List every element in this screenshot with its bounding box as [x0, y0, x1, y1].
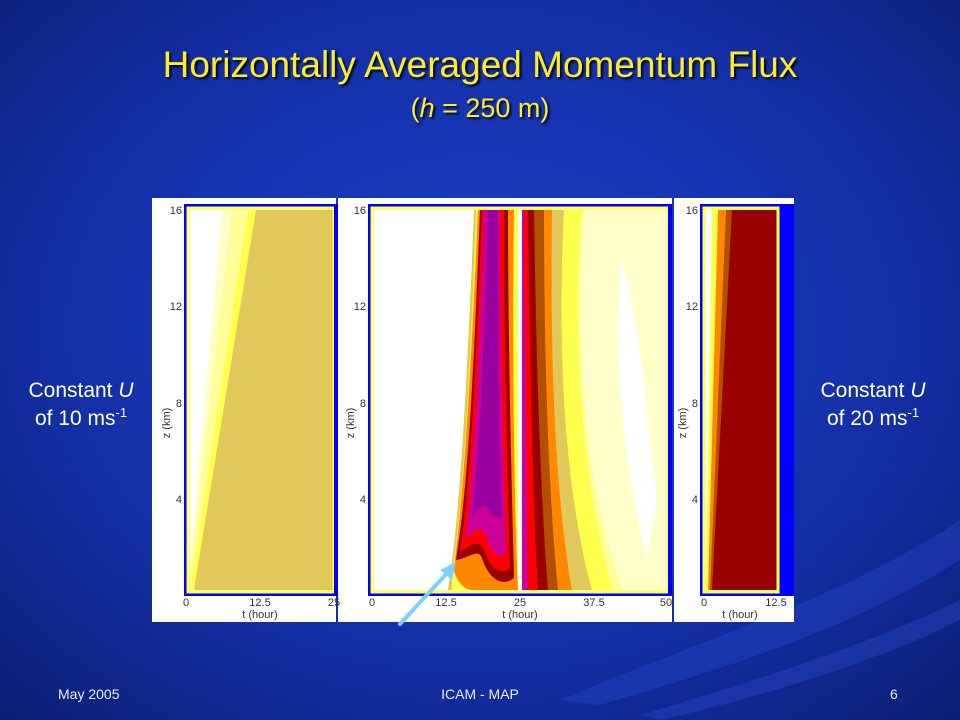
y-tick-label: 4: [360, 494, 366, 506]
x-tick-label: 0: [369, 597, 375, 609]
x-tick-label: 0: [701, 597, 707, 609]
y-axis-middle: 16 12 8 4 z (km): [345, 205, 366, 506]
footer-date: May 2005: [58, 686, 120, 702]
y-tick-label: 16: [686, 205, 698, 217]
x-axis-title: t (hour): [502, 609, 537, 621]
left-case-label: Constant U of 10 ms-1: [28, 379, 134, 430]
x-tick-label: 37.5: [583, 597, 604, 609]
y-axis-right: 16 12 8 4 z (km): [677, 205, 698, 506]
panel-left: [152, 198, 338, 622]
momentum-flux-figure: 16 12 8 4 z (km) 16 12 8 4 z (km) 16 12 …: [152, 198, 794, 622]
x-tick-label: 12.5: [249, 597, 270, 609]
y-tick-label: 4: [176, 494, 182, 506]
x-axis-left: 0 12.5 25 t (hour): [183, 597, 340, 621]
y-tick-label: 8: [360, 398, 366, 410]
x-axis-title: t (hour): [242, 609, 277, 621]
y-axis-title: z (km): [161, 408, 173, 439]
slide-number: 6: [890, 686, 898, 702]
y-tick-label: 8: [176, 398, 182, 410]
y-axis-title: z (km): [345, 408, 357, 439]
x-tick-label: 25: [514, 597, 526, 609]
footer-center: ICAM - MAP: [441, 686, 519, 702]
panel-right: [674, 198, 794, 622]
y-tick-label: 16: [354, 205, 366, 217]
panel-middle: [338, 198, 672, 622]
slide-subtitle: (h = 250 m): [410, 93, 550, 123]
x-tick-label: 12.5: [765, 597, 786, 609]
x-axis-middle: 0 12.5 25 37.5 50 t (hour): [369, 597, 672, 621]
x-tick-label: 50: [660, 597, 672, 609]
y-tick-label: 12: [354, 301, 366, 313]
y-tick-label: 4: [692, 494, 698, 506]
x-axis-title: t (hour): [722, 609, 757, 621]
y-tick-label: 12: [686, 301, 698, 313]
right-case-label: Constant U of 20 ms-1: [820, 379, 926, 430]
y-tick-label: 12: [170, 301, 182, 313]
y-tick-label: 8: [692, 398, 698, 410]
slide-title: Horizontally Averaged Momentum Flux: [162, 44, 798, 85]
y-axis-title: z (km): [677, 408, 689, 439]
x-tick-label: 0: [183, 597, 189, 609]
highlight-arrow: [398, 562, 456, 626]
x-tick-label: 25: [328, 597, 340, 609]
x-axis-right: 0 12.5 t (hour): [701, 597, 787, 621]
y-axis-left: 16 12 8 4 z (km): [161, 205, 182, 506]
y-tick-label: 16: [170, 205, 182, 217]
x-tick-label: 12.5: [435, 597, 456, 609]
